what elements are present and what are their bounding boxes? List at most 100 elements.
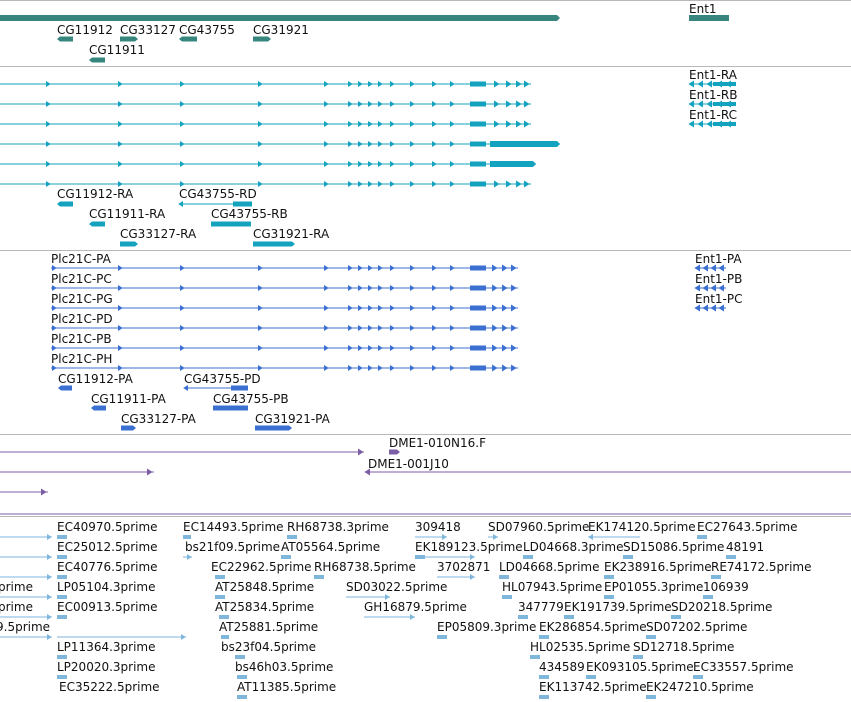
- est-glyph[interactable]: [530, 655, 540, 659]
- est-label[interactable]: 347779: [518, 600, 564, 614]
- transcript-glyph[interactable]: [490, 161, 536, 167]
- transcript-glyph[interactable]: [253, 241, 295, 247]
- protein-glyph[interactable]: [348, 325, 353, 331]
- transcript-glyph[interactable]: [494, 120, 500, 128]
- transcript-glyph[interactable]: [46, 181, 51, 187]
- est-glyph[interactable]: [470, 554, 475, 560]
- protein-glyph[interactable]: [511, 284, 517, 292]
- est-label[interactable]: HL02535.5prime: [530, 640, 631, 654]
- protein-glyph[interactable]: [702, 284, 708, 292]
- transcript-glyph[interactable]: [524, 180, 530, 188]
- protein-glyph[interactable]: [258, 325, 263, 331]
- transcript-glyph[interactable]: [470, 141, 486, 147]
- protein-glyph[interactable]: [358, 285, 363, 291]
- transcript-glyph[interactable]: [725, 120, 731, 128]
- transcript-glyph[interactable]: [118, 161, 123, 167]
- transcript-label[interactable]: CG31921-RA: [253, 227, 330, 241]
- protein-glyph[interactable]: [511, 304, 517, 312]
- transcript-glyph[interactable]: [368, 81, 373, 87]
- transcript-glyph[interactable]: [324, 161, 329, 167]
- protein-glyph[interactable]: [502, 264, 508, 272]
- transcript-glyph[interactable]: [506, 120, 512, 128]
- est-label[interactable]: EK286854.5prime: [539, 620, 647, 634]
- protein-label[interactable]: CG43755-PD: [184, 372, 261, 386]
- transcript-glyph[interactable]: [324, 181, 329, 187]
- protein-glyph[interactable]: [255, 425, 292, 431]
- transcript-label[interactable]: CG43755-RB: [211, 207, 288, 221]
- est-glyph[interactable]: [518, 615, 528, 619]
- transcript-glyph[interactable]: [410, 181, 415, 187]
- protein-glyph[interactable]: [118, 305, 123, 311]
- est-glyph[interactable]: [47, 614, 52, 620]
- protein-glyph[interactable]: [502, 324, 508, 332]
- est-glyph[interactable]: [47, 634, 52, 640]
- transcript-glyph[interactable]: [432, 161, 437, 167]
- transcript-glyph[interactable]: [180, 181, 185, 187]
- est-glyph[interactable]: [697, 535, 707, 539]
- transcript-glyph[interactable]: [120, 241, 138, 247]
- transcript-glyph[interactable]: [378, 161, 383, 167]
- protein-glyph[interactable]: [368, 365, 373, 371]
- protein-glyph[interactable]: [180, 365, 185, 371]
- gene-glyph[interactable]: [689, 15, 729, 21]
- est-label[interactable]: SD07960.5prime: [488, 520, 590, 534]
- est-label[interactable]: GH16879.5prime: [364, 600, 467, 614]
- protein-glyph[interactable]: [358, 305, 363, 311]
- protein-glyph[interactable]: [511, 264, 517, 272]
- protein-glyph[interactable]: [470, 365, 486, 371]
- protein-label[interactable]: CG11911-PA: [91, 392, 166, 406]
- transcript-glyph[interactable]: [494, 100, 500, 108]
- est-glyph[interactable]: [442, 534, 447, 540]
- protein-glyph[interactable]: [348, 305, 353, 311]
- protein-glyph[interactable]: [450, 325, 455, 331]
- protein-glyph[interactable]: [52, 365, 57, 371]
- transcript-glyph[interactable]: [118, 181, 123, 187]
- transcript-glyph[interactable]: [506, 180, 512, 188]
- transcript-glyph[interactable]: [368, 181, 373, 187]
- transcript-glyph[interactable]: [180, 121, 185, 127]
- transcript-glyph[interactable]: [725, 80, 731, 88]
- protein-glyph[interactable]: [710, 284, 716, 292]
- transcript-glyph[interactable]: [470, 181, 486, 187]
- est-label[interactable]: EC33557.5prime: [693, 660, 794, 674]
- transcript-glyph[interactable]: [432, 101, 437, 107]
- est-label[interactable]: AT25881.5prime: [219, 620, 319, 634]
- protein-label[interactable]: Plc21C-PB: [51, 332, 112, 346]
- protein-glyph[interactable]: [348, 285, 353, 291]
- transcript-glyph[interactable]: [46, 81, 51, 87]
- protein-glyph[interactable]: [378, 345, 383, 351]
- transcript-glyph[interactable]: [258, 181, 263, 187]
- protein-glyph[interactable]: [702, 304, 708, 312]
- est-glyph[interactable]: [57, 575, 67, 579]
- gene-label[interactable]: CG11911: [89, 43, 145, 57]
- protein-glyph[interactable]: [470, 305, 486, 311]
- transcript-glyph[interactable]: [348, 81, 353, 87]
- transcript-glyph[interactable]: [450, 181, 455, 187]
- transcript-glyph[interactable]: [368, 101, 373, 107]
- transcript-glyph[interactable]: [494, 180, 500, 188]
- protein-glyph[interactable]: [118, 365, 123, 371]
- est-glyph[interactable]: [410, 614, 415, 620]
- protein-glyph[interactable]: [492, 264, 498, 272]
- est-glyph[interactable]: [237, 675, 247, 679]
- transcript-glyph[interactable]: [506, 80, 512, 88]
- transcript-glyph[interactable]: [118, 81, 123, 87]
- est-label[interactable]: AT05564.5prime: [281, 540, 381, 554]
- transcript-label[interactable]: CG11912-RA: [57, 187, 134, 201]
- transcript-glyph[interactable]: [358, 81, 363, 87]
- transcript-glyph[interactable]: [410, 121, 415, 127]
- protein-glyph[interactable]: [368, 325, 373, 331]
- protein-glyph[interactable]: [358, 265, 363, 271]
- protein-glyph[interactable]: [368, 305, 373, 311]
- est-label[interactable]: 48191: [726, 540, 765, 554]
- est-glyph[interactable]: [711, 575, 721, 579]
- protein-label[interactable]: Plc21C-PG: [51, 292, 113, 306]
- protein-glyph[interactable]: [324, 265, 329, 271]
- protein-glyph[interactable]: [118, 265, 123, 271]
- protein-glyph[interactable]: [470, 345, 486, 351]
- est-glyph[interactable]: [237, 695, 247, 699]
- transcript-glyph[interactable]: [368, 161, 373, 167]
- transcript-glyph[interactable]: [180, 101, 185, 107]
- est-label[interactable]: LP11364.3prime: [57, 640, 156, 654]
